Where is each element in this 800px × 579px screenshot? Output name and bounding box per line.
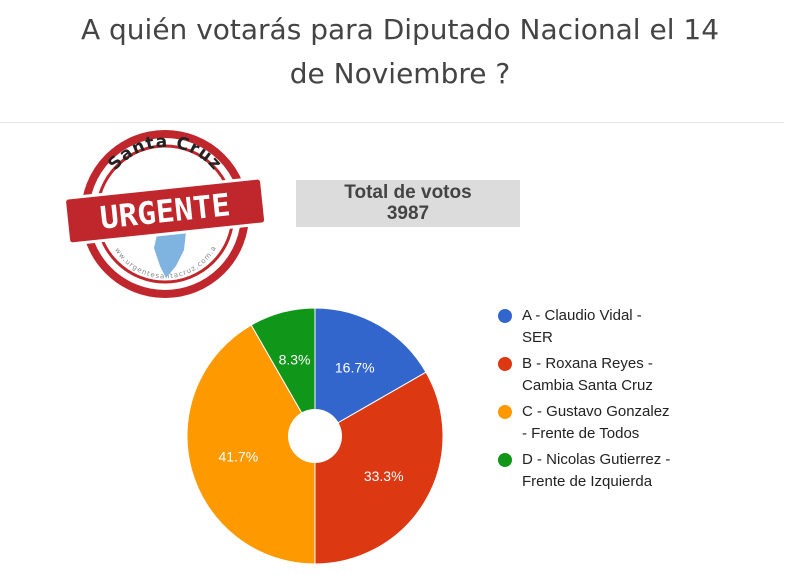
santa-cruz-urgente-logo: Santa Cruz www.urgentesantacruz.com.ar U… [62,128,268,298]
legend-label: B - Roxana Reyes - Cambia Santa Cruz [522,355,653,394]
legend-swatch [498,309,512,323]
page-title-line-2: de Noviembre ? [289,57,511,90]
legend-swatch [498,357,512,371]
pie-slice-label-d: 8.3% [279,351,311,367]
legend-item-d: D - Nicolas Gutierrez - Frente de Izquie… [498,449,698,493]
pie-slice-c [186,324,316,565]
divider [0,122,784,123]
total-votes-box: Total de votos 3987 [296,180,520,227]
legend-item-c: C - Gustavo Gonzalez - Frente de Todos [498,401,698,445]
legend-item-b: B - Roxana Reyes - Cambia Santa Cruz [498,353,698,397]
chart-legend: A - Claudio Vidal - SER B - Roxana Reyes … [498,305,698,497]
total-votes-label: Total de votos [344,182,472,203]
legend-label: A - Claudio Vidal - SER [522,307,642,346]
page-title: A quién votarás para Diputado Nacional e… [20,8,780,96]
legend-label: D - Nicolas Gutierrez - Frente de Izquie… [522,451,671,490]
legend-swatch [498,405,512,419]
page-title-line-1: A quién votarás para Diputado Nacional e… [80,13,720,46]
total-votes-value: 3987 [386,203,430,224]
legend-item-a: A - Claudio Vidal - SER [498,305,698,349]
santa-cruz-map-icon [154,226,186,278]
pie-slice-label-c: 41.7% [218,448,258,464]
vote-pie-chart: 16.7% 33.3% 41.7% 8.3% [186,307,444,565]
legend-label: C - Gustavo Gonzalez - Frente de Todos [522,403,670,442]
pie-center-hole [288,409,342,463]
pie-slice-b [314,371,444,565]
pie-slice-label-a: 16.7% [335,359,375,375]
pie-slice-d [250,307,316,438]
pie-slice-a [314,307,427,437]
pie-slice-label-b: 33.3% [364,468,404,484]
legend-swatch [498,453,512,467]
